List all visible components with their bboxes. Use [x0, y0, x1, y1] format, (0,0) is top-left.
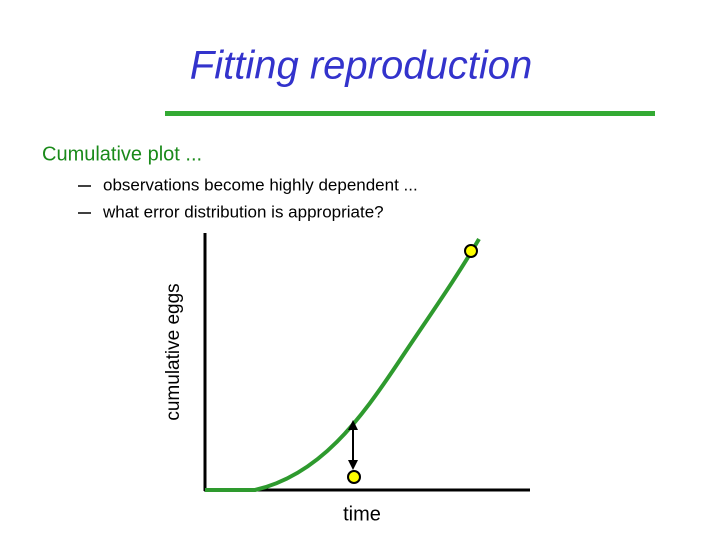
- fitted-curve: [205, 237, 481, 492]
- arrow-head: [348, 420, 358, 430]
- title-rule: [165, 111, 655, 116]
- y-axis-label: cumulative eggs: [163, 283, 184, 420]
- observation-point: [347, 470, 361, 484]
- slide-title: Fitting reproduction: [190, 44, 532, 88]
- bullet: what error distribution is appropriate?: [102, 202, 384, 221]
- x-axis-label: time: [343, 503, 381, 525]
- observation-point: [464, 244, 478, 258]
- heading: Cumulative plot ...: [42, 143, 202, 165]
- arrow-head: [348, 460, 358, 470]
- bullet: observations become highly dependent ...: [103, 175, 418, 194]
